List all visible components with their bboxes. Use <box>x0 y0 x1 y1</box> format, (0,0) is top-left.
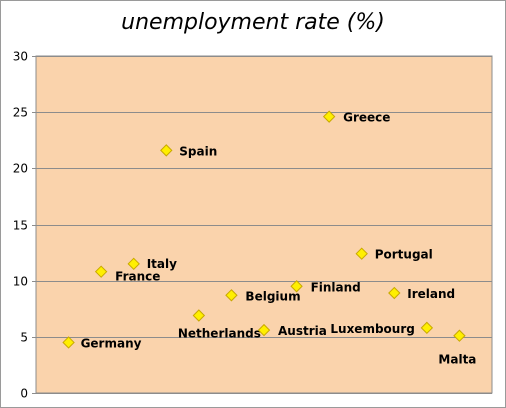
data-point-spain <box>160 144 173 157</box>
y-tick-label: 30 <box>13 50 28 64</box>
data-label-luxembourg: Luxembourg <box>330 322 414 336</box>
data-label-portugal: Portugal <box>375 248 433 262</box>
data-label-austria: Austria <box>278 324 327 338</box>
data-point-belgium <box>225 289 238 302</box>
y-tick-label: 25 <box>13 106 28 120</box>
data-point-france <box>94 265 108 278</box>
data-label-netherlands: Netherlands <box>178 326 261 340</box>
data-point-luxembourg <box>420 321 434 335</box>
data-point-malta <box>453 329 466 342</box>
data-label-belgium: Belgium <box>245 289 300 303</box>
data-label-france: France <box>115 270 160 284</box>
data-label-germany: Germany <box>81 336 142 350</box>
y-tick-label: 10 <box>13 275 28 289</box>
data-point-greece <box>322 110 336 123</box>
y-tick-label: 20 <box>13 162 28 176</box>
data-label-ireland: Ireland <box>407 287 455 301</box>
data-point-italy <box>127 257 140 271</box>
data-label-greece: Greece <box>343 111 390 125</box>
data-point-ireland <box>388 286 401 300</box>
y-tick-label: 0 <box>20 387 28 401</box>
y-tick-label: 15 <box>13 219 28 233</box>
chart-title: unemployment rate (%) <box>121 10 385 35</box>
data-point-germany <box>62 336 75 349</box>
data-label-malta: Malta <box>438 353 476 367</box>
data-point-portugal <box>355 247 368 260</box>
data-point-netherlands <box>192 309 206 322</box>
data-label-finland: Finland <box>311 280 361 294</box>
y-axis: 0 5 10 15 20 25 30 <box>13 50 36 401</box>
data-label-spain: Spain <box>179 144 217 158</box>
data-point-finland <box>290 280 303 293</box>
gridlines <box>36 56 492 394</box>
data-point-austria <box>257 323 271 337</box>
data-label-italy: Italy <box>147 257 177 271</box>
y-tick-label: 5 <box>20 331 28 345</box>
